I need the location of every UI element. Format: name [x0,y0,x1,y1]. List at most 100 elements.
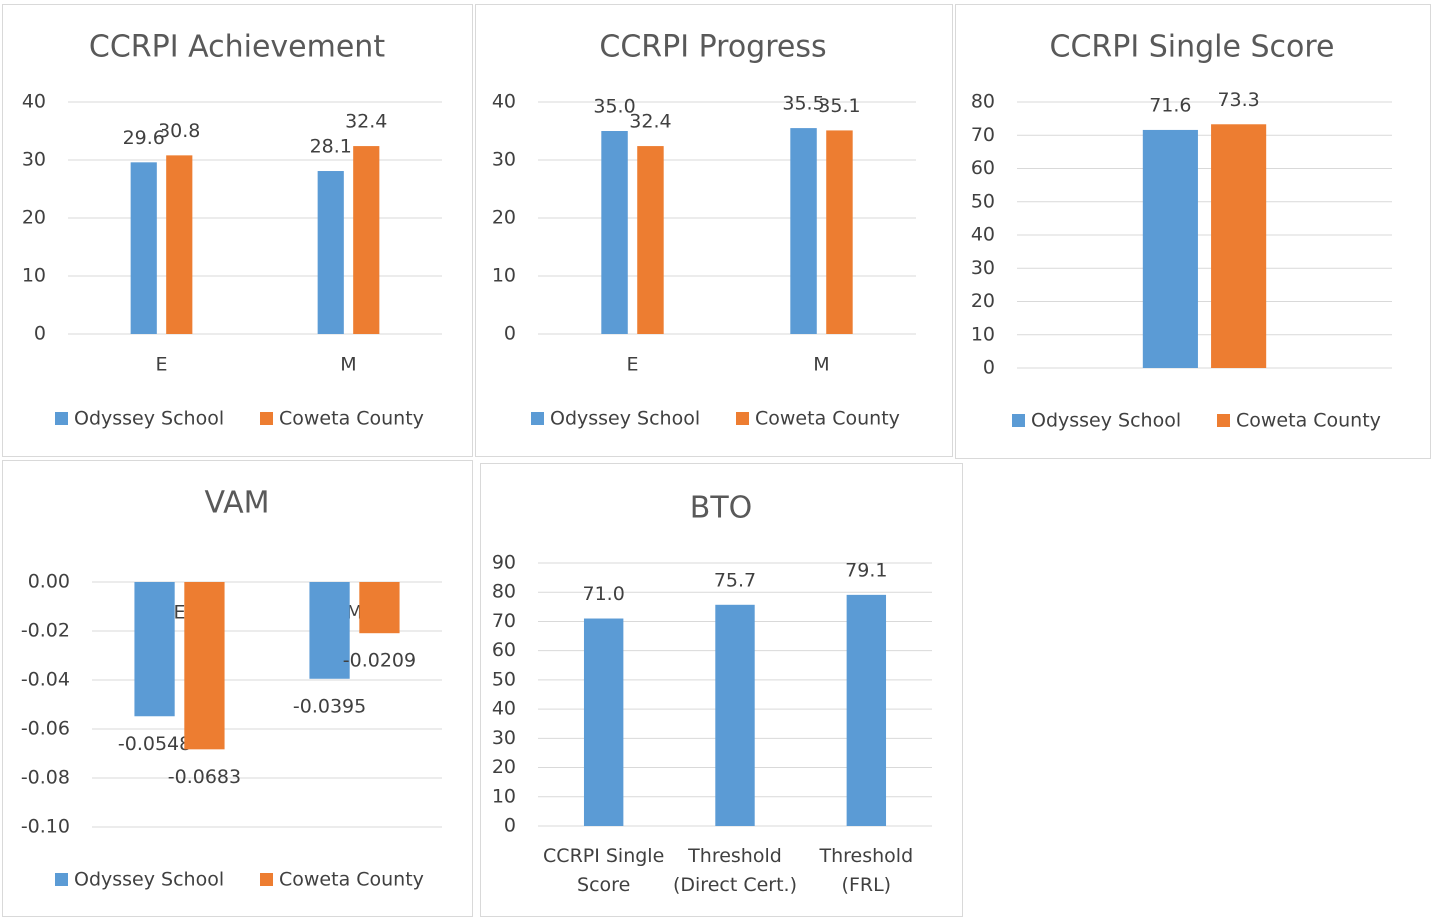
y-tick-label: 20 [492,756,516,778]
legend-label: Coweta County [279,408,424,430]
legend-swatch [55,873,68,886]
y-tick-label: 50 [492,668,516,690]
data-label: 35.5 [782,93,824,115]
y-tick-label: -0.08 [21,767,70,789]
y-tick-label: 20 [492,207,516,229]
x-tick-label: Threshold (FRL) [819,845,914,896]
panel-border [2,460,473,917]
data-label: 32.4 [345,111,387,133]
bar [353,146,380,334]
bar [826,130,853,334]
y-tick-label: 0.00 [28,571,70,593]
y-tick-label: 0 [983,357,995,379]
y-tick-label: 30 [971,257,995,279]
y-tick-label: 10 [971,323,995,345]
data-label: 32.4 [629,111,671,133]
legend-swatch [531,412,544,425]
bar [309,582,350,679]
x-tick-label: E [155,354,167,376]
data-label: 75.7 [714,569,756,591]
y-tick-label: 60 [492,639,516,661]
bar [715,604,755,826]
panel-border [475,4,953,457]
x-tick-label: M [346,602,362,624]
data-label: 35.1 [818,95,860,117]
y-tick-label: 30 [492,727,516,749]
chart-title: CCRPI Progress [599,30,826,65]
x-tick-label: M [813,354,829,376]
y-tick-label: 20 [971,290,995,312]
bar [317,171,344,334]
legend-label: Odyssey School [1031,410,1181,432]
bar [1211,124,1267,368]
y-tick-label: 10 [22,265,46,287]
data-label: -0.0548 [118,733,191,755]
legend-swatch [1012,414,1025,427]
chart-title: CCRPI Achievement [89,30,385,65]
bar [1142,129,1198,368]
data-label: -0.0209 [343,650,416,672]
legend-swatch [55,412,68,425]
bar [184,582,225,750]
legend-swatch [260,873,273,886]
y-tick-label: 30 [492,149,516,171]
x-tick-label: E [626,354,638,376]
bar [601,131,628,334]
data-label: 71.0 [583,583,625,605]
y-tick-label: 50 [971,190,995,212]
x-tick-label: M [340,354,356,376]
legend-swatch [260,412,273,425]
y-tick-label: 70 [492,610,516,632]
x-tick-label: Threshold (Direct Cert.) [672,845,797,896]
y-tick-label: -0.10 [21,816,70,838]
y-tick-label: 60 [971,157,995,179]
y-tick-label: 70 [971,124,995,146]
data-label: 79.1 [845,559,887,581]
legend-label: Coweta County [1236,410,1381,432]
panel-border [2,4,473,457]
legend-label: Coweta County [755,408,900,430]
y-tick-label: 20 [22,207,46,229]
y-tick-label: 0 [34,323,46,345]
y-tick-label: 40 [492,91,516,113]
bar [166,155,193,334]
y-tick-label: 40 [492,698,516,720]
x-tick-label: E [173,602,185,624]
y-tick-label: 40 [971,224,995,246]
chart-title: VAM [204,486,269,521]
chart-title: BTO [690,491,753,526]
y-tick-label: 10 [492,785,516,807]
chart-title: CCRPI Single Score [1050,30,1335,65]
y-tick-label: -0.02 [21,620,70,642]
x-tick-label: CCRPI Single Score [543,845,665,896]
data-label: 71.6 [1149,94,1191,116]
data-label: 29.6 [123,127,165,149]
legend-label: Coweta County [279,869,424,891]
y-tick-label: 80 [971,91,995,113]
y-tick-label: 0 [504,815,516,837]
legend-label: Odyssey School [74,408,224,430]
bar [134,582,175,717]
data-label: 35.0 [593,96,635,118]
y-tick-label: 10 [492,265,516,287]
data-label: -0.0683 [168,766,241,788]
data-label: 73.3 [1217,89,1259,111]
y-tick-label: 30 [22,149,46,171]
legend-label: Odyssey School [550,408,700,430]
y-tick-label: 0 [504,323,516,345]
y-tick-label: 80 [492,581,516,603]
y-tick-label: 40 [22,91,46,113]
bar [583,618,624,826]
bar [637,146,664,334]
panel-border [955,4,1431,459]
legend-swatch [736,412,749,425]
legend-label: Odyssey School [74,869,224,891]
bar [130,162,157,334]
y-tick-label: 90 [492,552,516,574]
panel-border [480,463,963,917]
y-tick-label: -0.04 [21,669,70,691]
legend-swatch [1217,414,1230,427]
y-tick-label: -0.06 [21,718,70,740]
